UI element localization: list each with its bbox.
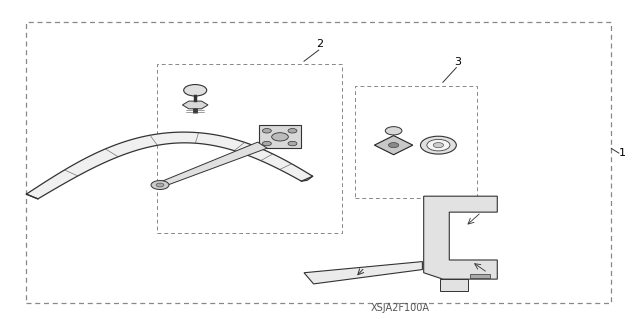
Bar — [355, 86, 477, 198]
Polygon shape — [26, 132, 313, 199]
Circle shape — [262, 129, 271, 133]
Bar — [26, 22, 611, 303]
Text: XSJA2F100A: XSJA2F100A — [371, 303, 429, 313]
Text: 2: 2 — [316, 40, 324, 49]
Circle shape — [385, 127, 402, 135]
Text: 1: 1 — [619, 148, 626, 158]
Bar — [259, 125, 301, 148]
Polygon shape — [440, 279, 468, 291]
Polygon shape — [424, 196, 497, 279]
Polygon shape — [374, 136, 413, 155]
Polygon shape — [157, 142, 267, 187]
Circle shape — [433, 143, 444, 148]
Polygon shape — [304, 262, 422, 284]
Polygon shape — [182, 101, 208, 109]
Circle shape — [427, 139, 450, 151]
Bar — [157, 64, 342, 233]
Circle shape — [272, 133, 288, 141]
Circle shape — [388, 143, 399, 148]
Circle shape — [288, 129, 297, 133]
Circle shape — [288, 141, 297, 146]
Circle shape — [156, 183, 164, 187]
Text: 3: 3 — [454, 57, 461, 67]
Circle shape — [420, 136, 456, 154]
Circle shape — [262, 141, 271, 146]
Bar — [470, 274, 490, 278]
Circle shape — [184, 85, 207, 96]
Circle shape — [151, 181, 169, 189]
